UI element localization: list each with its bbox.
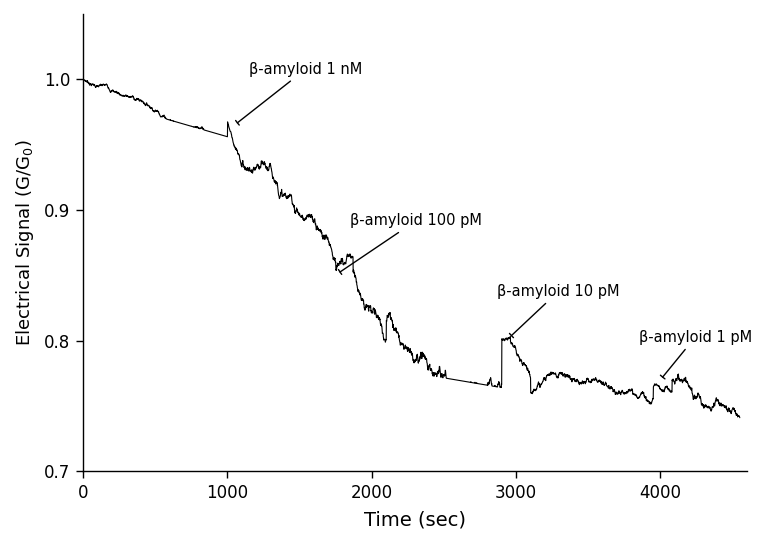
X-axis label: Time (sec): Time (sec) bbox=[364, 510, 466, 529]
Text: β-amyloid 1 pM: β-amyloid 1 pM bbox=[639, 330, 752, 379]
Text: β-amyloid 10 pM: β-amyloid 10 pM bbox=[497, 284, 620, 338]
Text: β-amyloid 1 nM: β-amyloid 1 nM bbox=[236, 61, 362, 125]
Text: β-amyloid 100 pM: β-amyloid 100 pM bbox=[338, 213, 482, 274]
Y-axis label: Electrical Signal (G/G$_0$): Electrical Signal (G/G$_0$) bbox=[14, 140, 36, 346]
